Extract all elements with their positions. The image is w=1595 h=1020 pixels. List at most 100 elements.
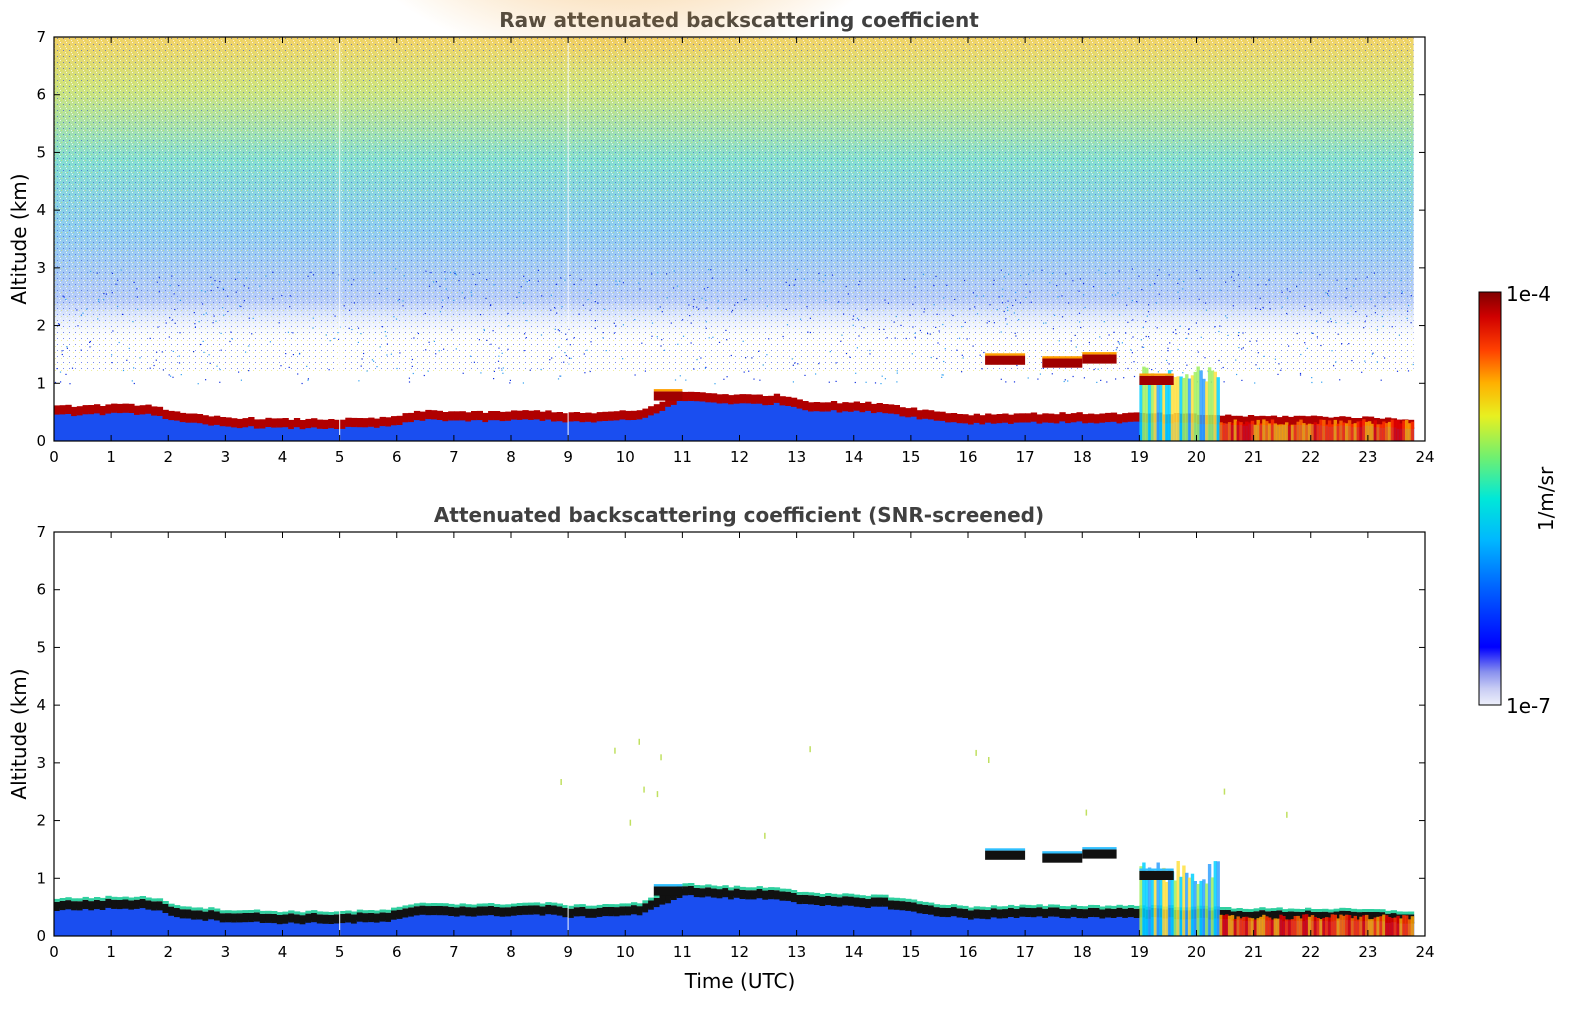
layer-top-cell (796, 894, 803, 905)
layer-edge-cell (1133, 905, 1140, 909)
noise-dot (121, 313, 124, 315)
convective-signal-cell (1267, 423, 1272, 441)
noise-dot (381, 326, 384, 328)
noise-dot (580, 279, 582, 281)
layer-edge-cell (808, 892, 815, 896)
layer-top-cell (1070, 907, 1078, 917)
noise-dot (638, 282, 640, 284)
boundary-layer-cell (465, 914, 472, 936)
boundary-layer-cell (231, 920, 238, 936)
noise-dot (54, 381, 57, 384)
layer-top-cell (933, 907, 940, 917)
y-tick-label: 1 (36, 374, 46, 392)
layer-top-cell (990, 908, 998, 918)
boundary-layer-cell (488, 418, 495, 441)
noise-dot (1013, 312, 1015, 314)
noise-dot (523, 275, 525, 277)
layer-top-cell (1070, 413, 1078, 423)
layer-edge-cell (219, 910, 226, 914)
boundary-layer-cell (305, 921, 312, 936)
convective-signal-cell (1362, 419, 1366, 441)
noise-dot (1146, 315, 1148, 317)
layer-edge-cell (191, 907, 198, 911)
noise-dot (235, 291, 237, 293)
convective-signal-cell (1353, 915, 1357, 936)
layer-top-cell (945, 413, 952, 423)
noise-dot (480, 372, 482, 374)
y-tick-label: 3 (36, 754, 46, 772)
boundary-layer-cell (636, 913, 643, 936)
convective-signal-cell (1245, 916, 1249, 936)
boundary-layer-cell (619, 417, 626, 441)
noise-dot (1257, 284, 1259, 286)
noise-dot (1407, 370, 1410, 372)
noise-dot (693, 298, 695, 301)
boundary-layer-cell (1065, 916, 1072, 936)
noise-dot (804, 374, 806, 376)
convective-signal-cell (1182, 377, 1186, 441)
noise-dot (507, 312, 509, 314)
noise-dot (1016, 364, 1018, 367)
boundary-layer-cell (950, 420, 958, 441)
layer-top-cell (505, 907, 512, 917)
boundary-layer-cell (819, 904, 826, 936)
noise-dot (485, 297, 487, 299)
boundary-layer-cell (196, 917, 204, 936)
boundary-layer-cell (448, 418, 455, 441)
layer-edge-cell (1219, 907, 1226, 910)
boundary-layer-cell (859, 410, 866, 441)
noise-dot (157, 326, 159, 328)
boundary-layer-cell (65, 907, 72, 936)
layer-top-cell (688, 391, 695, 401)
layer-edge-cell (71, 898, 78, 902)
layer-top-cell (76, 406, 84, 416)
noise-dot (59, 371, 62, 373)
boundary-layer-cell (556, 419, 563, 441)
noise-dot (1111, 294, 1113, 296)
x-tick-label: 19 (1130, 943, 1149, 961)
noise-dot (361, 358, 363, 360)
layer-edge-cell (1345, 908, 1352, 911)
convective-signal-cell (1362, 915, 1366, 936)
boundary-layer-cell (402, 420, 409, 441)
noise-dot (353, 302, 355, 304)
noise-dot (1054, 314, 1056, 316)
layer-top-cell (522, 905, 529, 915)
convective-signal-cell (1407, 423, 1412, 441)
noise-dot (1145, 321, 1147, 323)
noise-dot (490, 343, 492, 345)
noise-dot (155, 359, 157, 361)
noise-dot (661, 311, 663, 313)
layer-edge-cell (768, 887, 775, 890)
layer-edge-cell (842, 893, 849, 897)
convective-signal-cell (1182, 865, 1186, 936)
noise-dot (312, 327, 314, 329)
noise-dot (1312, 332, 1314, 334)
boundary-layer-cell (145, 412, 152, 441)
boundary-layer-cell (648, 908, 655, 936)
panel-snr-y-label: Altitude (km) (7, 668, 31, 799)
x-tick-label: 15 (901, 448, 920, 466)
noise-dot (1115, 294, 1117, 296)
layer-top-cell (859, 898, 866, 908)
noise-dot (737, 302, 739, 304)
convective-signal-cell (1342, 915, 1346, 936)
convective-signal-cell (1376, 916, 1380, 936)
noise-dot (809, 331, 811, 334)
layer-edge-cell (431, 903, 438, 906)
noise-dot (1148, 304, 1150, 306)
noise-dot (1241, 379, 1243, 381)
noise-dot (1012, 304, 1014, 307)
boundary-layer-cell (710, 895, 718, 936)
layer-top-cell (151, 406, 158, 416)
boundary-layer-cell (391, 918, 398, 936)
sparse-signal (1286, 811, 1288, 818)
layer-top-cell (179, 909, 186, 919)
noise-dot (1078, 290, 1080, 292)
noise-dot (893, 321, 895, 323)
boundary-layer-cell (865, 409, 872, 441)
boundary-layer-cell (945, 915, 952, 936)
noise-dot (501, 352, 503, 354)
noise-dot (854, 381, 856, 384)
noise-dot (1299, 372, 1302, 375)
